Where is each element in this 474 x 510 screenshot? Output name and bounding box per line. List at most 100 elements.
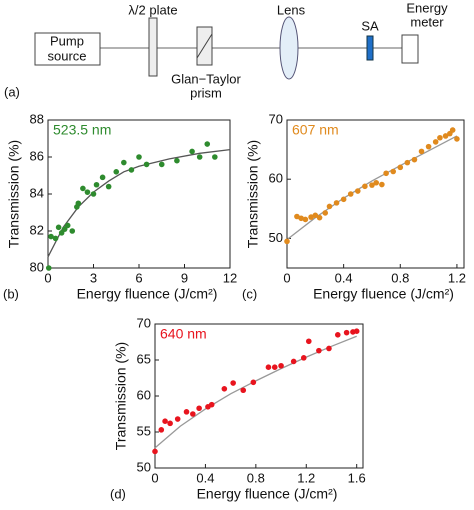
data-point	[58, 230, 65, 236]
data-point	[93, 181, 100, 188]
x-tick-label: 0	[151, 470, 158, 485]
prism-diagonal	[196, 33, 213, 59]
lens	[279, 16, 299, 80]
data-point	[69, 228, 76, 234]
panel-label: (d)	[110, 486, 126, 501]
data-point	[52, 235, 59, 242]
data-point	[294, 213, 300, 220]
data-point	[343, 329, 350, 336]
data-point	[167, 420, 173, 427]
x-tick-label: 1.6	[348, 470, 366, 485]
data-point	[353, 328, 360, 335]
setup-diagram: Pump source λ/2 plate Glan−Taylor prism …	[4, 0, 448, 100]
annotation: 523.5 nm	[53, 122, 111, 138]
data-point	[355, 188, 361, 194]
y-tick-label: 50	[137, 459, 151, 474]
data-point	[312, 212, 319, 219]
data-point	[362, 183, 368, 190]
y-tick-label: 50	[269, 230, 283, 245]
data-point	[196, 405, 202, 412]
data-point	[308, 214, 314, 220]
data-point	[212, 154, 218, 160]
data-point	[449, 127, 456, 133]
x-tick-label: 6	[135, 270, 142, 285]
data-point	[316, 214, 323, 221]
data-point	[45, 265, 52, 271]
fit-curve	[154, 335, 357, 449]
x-tick-label: 3	[90, 270, 97, 285]
y-tick-label: 60	[137, 387, 151, 402]
data-point	[183, 409, 190, 415]
data-point	[143, 161, 150, 168]
y-axis-label: Transmission (%)	[245, 140, 261, 248]
x-tick-label: 9	[181, 270, 188, 285]
data-point	[265, 364, 272, 371]
data-point	[174, 157, 180, 164]
data-point	[326, 345, 332, 352]
data-point	[48, 233, 54, 240]
data-point	[442, 133, 449, 139]
sa-label: SA	[361, 18, 379, 33]
annotation: 607 nm	[292, 122, 339, 138]
x-tick-label: 1.2	[297, 470, 315, 485]
data-point	[284, 238, 290, 245]
data-point	[80, 185, 86, 192]
data-point	[418, 148, 425, 155]
data-point	[411, 156, 418, 163]
data-point	[379, 181, 385, 188]
plate-label: λ/2 plate	[128, 2, 177, 17]
panel-label: (a)	[4, 84, 20, 99]
data-point	[196, 154, 203, 160]
plot-frame	[286, 119, 465, 269]
data-point	[190, 411, 196, 417]
y-tick-label: 88	[30, 111, 44, 126]
data-point	[404, 159, 411, 166]
x-tick-label: 0	[283, 270, 290, 285]
y-tick-label: 65	[137, 351, 151, 366]
data-point	[64, 222, 71, 229]
data-point	[152, 448, 158, 455]
data-point	[61, 226, 68, 232]
annotation: 640 nm	[160, 326, 207, 342]
half-wave-plate	[148, 17, 158, 77]
x-tick-label: 0.4	[196, 470, 214, 485]
data-point	[454, 136, 460, 142]
prism-label: prism	[190, 85, 222, 100]
data-point	[208, 401, 215, 408]
data-point	[437, 134, 443, 141]
data-point	[162, 418, 168, 425]
data-point	[373, 179, 380, 186]
data-point	[90, 191, 97, 197]
y-tick-label: 82	[30, 222, 44, 237]
data-point	[75, 200, 82, 207]
energy-meter	[401, 34, 419, 64]
data-point	[305, 338, 312, 345]
data-point	[425, 143, 432, 150]
data-point	[105, 183, 112, 190]
x-tick-label: 0	[44, 270, 51, 285]
data-point	[55, 224, 62, 231]
y-tick-label: 55	[137, 423, 151, 438]
y-tick-label: 84	[30, 185, 44, 200]
data-point	[158, 427, 165, 433]
data-point	[432, 139, 439, 145]
x-tick-label: 0.8	[391, 270, 409, 285]
data-point	[174, 416, 181, 422]
x-tick-label: 0.4	[335, 270, 353, 285]
x-tick-label: 1.2	[448, 270, 466, 285]
y-tick-label: 60	[269, 171, 283, 186]
x-axis-label: Energy fluence (J/cm²)	[197, 486, 338, 502]
y-tick-label: 80	[30, 259, 44, 274]
data-point	[113, 169, 120, 175]
data-point	[322, 210, 329, 216]
y-axis-label: Transmission (%)	[6, 140, 22, 248]
data-point	[204, 141, 211, 147]
data-point	[240, 387, 247, 394]
data-point	[326, 203, 333, 210]
data-point	[84, 189, 91, 195]
data-point	[136, 154, 142, 160]
data-point	[290, 358, 297, 365]
y-tick-label: 70	[137, 315, 151, 330]
data-point	[334, 332, 341, 338]
